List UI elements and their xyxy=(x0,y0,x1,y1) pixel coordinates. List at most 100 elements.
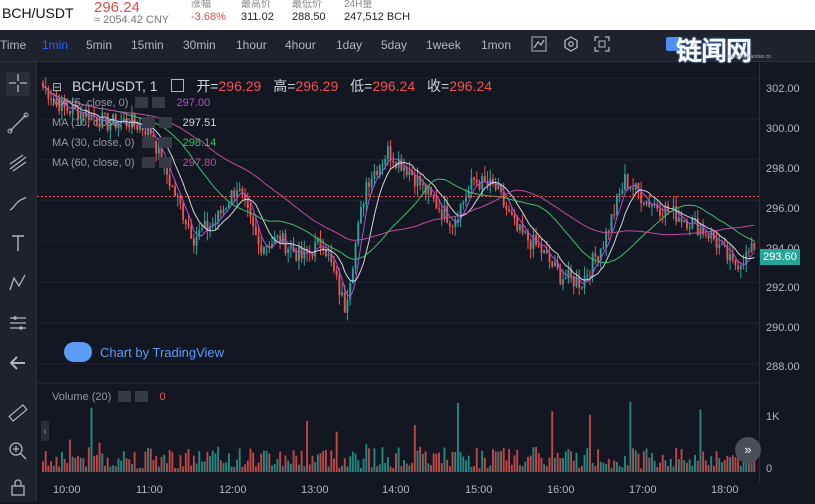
candle-body xyxy=(42,82,44,87)
candle-body xyxy=(71,105,74,114)
volume-bar xyxy=(114,466,117,472)
interval-30min[interactable]: 30min xyxy=(183,38,216,52)
candle-body xyxy=(341,292,344,296)
crosshair-icon[interactable] xyxy=(6,72,30,96)
volume-bar xyxy=(69,439,71,472)
time-tick: 10:00 xyxy=(53,484,81,496)
interval-time[interactable]: Time xyxy=(0,38,27,52)
volume-bar xyxy=(591,462,594,472)
volume-bar xyxy=(139,467,141,472)
volume-bar xyxy=(308,464,311,472)
ma-settings-icon[interactable] xyxy=(141,117,155,128)
volume-bar xyxy=(306,420,308,472)
volume-bar xyxy=(168,449,171,472)
interval-4hour[interactable]: 4hour xyxy=(285,38,316,52)
pair-name[interactable]: BCH/USDT xyxy=(2,5,74,21)
measure-icon[interactable] xyxy=(6,312,30,336)
collapse-icon[interactable]: ⊟ xyxy=(52,80,63,94)
volume-bar xyxy=(397,447,400,472)
volume-bar xyxy=(483,457,486,472)
lock-icon[interactable] xyxy=(6,476,30,500)
interval-1week[interactable]: 1week xyxy=(426,38,461,52)
pattern-icon[interactable] xyxy=(6,272,30,296)
candle-body xyxy=(60,99,63,112)
volume-bar xyxy=(187,449,190,472)
tradingview-watermark[interactable]: Chart by TradingView xyxy=(64,342,224,362)
candle-body xyxy=(117,123,120,129)
volume-bar xyxy=(271,465,273,472)
time-tick: 17:00 xyxy=(629,484,657,496)
ma-remove-icon[interactable] xyxy=(158,137,172,148)
zoom-icon[interactable] xyxy=(6,440,30,464)
settings-icon[interactable] xyxy=(562,36,580,54)
volume-bar xyxy=(521,466,524,472)
interval-1mon[interactable]: 1mon xyxy=(481,38,512,52)
candle-body xyxy=(475,179,478,183)
back-arrow-icon[interactable] xyxy=(6,352,30,376)
volume-bar xyxy=(659,462,661,472)
scroll-to-realtime-button[interactable]: » xyxy=(735,437,761,463)
interval-1hour[interactable]: 1hour xyxy=(236,38,267,52)
candle-body xyxy=(279,235,282,244)
ma-remove-icon[interactable] xyxy=(158,117,172,128)
fullscreen-icon[interactable] xyxy=(593,36,611,54)
volume-bar xyxy=(707,465,710,472)
ma-label: MA (5, close, 0) xyxy=(52,97,129,109)
indicators-icon[interactable] xyxy=(530,36,548,54)
volume-remove-icon[interactable] xyxy=(135,391,149,402)
ma-remove-icon[interactable] xyxy=(152,97,166,108)
ma-settings-icon[interactable] xyxy=(141,157,155,168)
volume-bar xyxy=(734,457,737,472)
candle-body xyxy=(408,170,411,175)
volume-bar xyxy=(322,450,325,472)
time-tick: 11:00 xyxy=(136,484,163,496)
candle-body xyxy=(244,194,247,200)
candle-body xyxy=(597,256,599,261)
volume-bar xyxy=(481,450,484,472)
ma-settings-icon[interactable] xyxy=(141,137,155,148)
collapse-pane-button[interactable]: ‹ xyxy=(41,421,49,441)
volume-bar xyxy=(98,442,101,472)
volume-bar xyxy=(737,457,740,472)
fib-icon[interactable] xyxy=(6,152,30,176)
volume-settings-icon[interactable] xyxy=(118,391,132,402)
candle-body xyxy=(438,208,441,210)
symbol-settings-icon[interactable] xyxy=(171,79,185,92)
interval-1min[interactable]: 1min xyxy=(42,38,69,52)
interval-5day[interactable]: 5day xyxy=(381,38,408,52)
volume-bar xyxy=(400,466,403,472)
text-icon[interactable] xyxy=(6,232,30,256)
volume-bar xyxy=(155,455,158,472)
candle-body xyxy=(155,141,158,154)
candle-body xyxy=(314,242,317,257)
candle-body xyxy=(648,200,651,207)
ruler-icon[interactable] xyxy=(6,402,30,426)
price-axis[interactable]: 302.00 300.00 298.00 296.00 294.00 292.0… xyxy=(759,62,815,482)
volume-bar xyxy=(141,468,144,472)
interval-1day[interactable]: 1day xyxy=(336,38,363,52)
ma-settings-icon[interactable] xyxy=(135,97,149,108)
watermark-text: Chart by TradingView xyxy=(100,345,225,360)
volume-bar xyxy=(209,456,211,472)
candle-body xyxy=(230,190,233,205)
candle-body xyxy=(718,244,721,248)
volume-bar xyxy=(626,465,629,472)
interval-15min[interactable]: 15min xyxy=(131,38,164,52)
chart-area[interactable]: ⊟ BCH/USDT, 1 开=296.29 高=296.29 低=296.24… xyxy=(37,62,815,502)
interval-5min[interactable]: 5min xyxy=(86,38,113,52)
volume-bar xyxy=(572,460,575,472)
candle-body xyxy=(268,245,271,248)
candle-body xyxy=(74,105,77,109)
candle-body xyxy=(298,246,300,261)
trendline-icon[interactable] xyxy=(6,112,30,136)
candle-body xyxy=(316,238,319,243)
candle-body xyxy=(602,247,605,249)
candle-body xyxy=(529,240,532,250)
brush-icon[interactable] xyxy=(6,192,30,216)
volume-bar xyxy=(421,453,424,472)
volume-bar xyxy=(104,465,106,472)
ma-remove-icon[interactable] xyxy=(158,157,172,168)
volume-bar xyxy=(219,460,222,472)
volume-bar xyxy=(462,456,465,472)
volume-bar xyxy=(101,453,104,472)
